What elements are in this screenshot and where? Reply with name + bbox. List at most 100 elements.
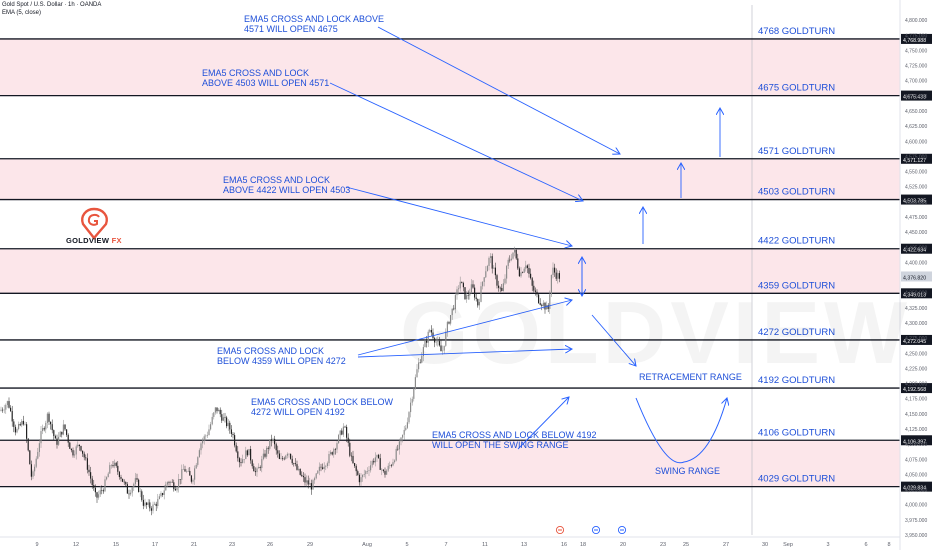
candle-body (16, 429, 18, 433)
candle-body (101, 490, 103, 491)
candle-body (286, 453, 288, 456)
candle-body (166, 482, 168, 485)
candle-body (22, 420, 24, 425)
candle-body (122, 478, 124, 482)
candle-body (541, 304, 543, 306)
candle-body (93, 484, 95, 488)
candle-body (403, 429, 405, 435)
candle-body (251, 460, 253, 467)
candle-body (104, 479, 106, 492)
candle-body (238, 458, 240, 463)
candle-body (173, 482, 175, 490)
candle-body (381, 469, 383, 471)
x-tick-label: 29 (307, 542, 313, 548)
candle-body (214, 407, 216, 413)
candle-body (56, 438, 58, 445)
candle-body (141, 491, 143, 500)
swing-range-curve (635, 398, 727, 464)
candle-body (389, 465, 391, 466)
candle-body (474, 287, 476, 298)
candle-body (515, 249, 517, 259)
y-tick-label: 4,325.000 (905, 306, 927, 312)
candle-body (162, 493, 164, 495)
candle-body (99, 490, 101, 495)
candle-body (438, 341, 440, 346)
candle-body (411, 398, 413, 403)
candle-body (462, 283, 464, 288)
candle-body (390, 465, 392, 466)
candle-body (426, 340, 428, 343)
candle-body (542, 302, 544, 306)
x-tick-label: 12 (73, 542, 79, 548)
candle-body (110, 465, 112, 466)
candle-body (445, 331, 447, 346)
candle-body (314, 478, 316, 481)
x-tick-label: 15 (113, 542, 119, 548)
candle-body (259, 467, 261, 469)
candle-body (376, 454, 378, 458)
candle-body (182, 469, 184, 470)
candle-body (186, 471, 188, 472)
candle-body (240, 462, 242, 464)
candle-body (478, 301, 480, 306)
candle-body (3, 409, 5, 411)
candle-body (453, 308, 455, 310)
candle-body (302, 475, 304, 478)
y-tick-label: 4,750.000 (905, 48, 927, 54)
price-tag-text-4: 4,422.634 (903, 248, 926, 254)
y-tick-label: 3,975.000 (905, 518, 927, 524)
x-tick-label: 11 (482, 542, 488, 548)
y-tick-label: 4,000.000 (905, 503, 927, 509)
candle-body (246, 450, 248, 456)
annotation-5-line-1: WILL OPEN THE SWING RANGE (432, 440, 569, 450)
candle-body (35, 458, 37, 467)
candle-body (459, 281, 461, 289)
candle-body (144, 502, 146, 506)
candle-body (224, 417, 226, 418)
candle-body (272, 438, 274, 442)
candle-body (248, 449, 250, 456)
y-tick-label: 4,600.000 (905, 139, 927, 145)
candle-body (363, 474, 365, 475)
candle-body (45, 422, 47, 430)
y-tick-label: 4,250.000 (905, 351, 927, 357)
candle-body (539, 302, 541, 305)
candle-body (557, 273, 559, 279)
x-tick-label: 23 (660, 542, 666, 548)
candle-body (374, 457, 376, 463)
annotation-2-line-0: EMA5 CROSS AND LOCK (223, 175, 330, 185)
candle-body (451, 308, 453, 316)
candle-body (502, 283, 504, 291)
candle-body (211, 416, 213, 425)
candle-body (85, 457, 87, 459)
band-2 (0, 248, 900, 294)
arrow-ann-3 (345, 186, 572, 246)
candle-body (307, 480, 309, 485)
candle-body (373, 460, 375, 463)
y-tick-label: 4,425.000 (905, 245, 927, 251)
candle-body (213, 412, 215, 417)
price-tag-bg-9 (901, 481, 932, 492)
candle-body (334, 449, 336, 450)
x-tick-label: Sep (783, 542, 793, 548)
candle-body (38, 443, 40, 452)
candle-body (245, 450, 247, 460)
candle-body (347, 437, 349, 443)
candle-body (304, 477, 306, 483)
candle-body (491, 256, 493, 269)
candle-body (10, 407, 12, 412)
candle-body (58, 436, 60, 445)
candle-body (395, 448, 397, 461)
candle-body (379, 458, 381, 470)
x-tick-label: 17 (152, 542, 158, 548)
candle-body (501, 287, 503, 291)
current-price-tag-bg (901, 271, 932, 282)
candle-body (547, 305, 549, 309)
level-label-9: 4029 GOLDTURN (758, 474, 835, 485)
x-tick-label: 13 (521, 542, 527, 548)
y-tick-label: 4,475.000 (905, 215, 927, 221)
candle-body (83, 453, 85, 458)
y-tick-label: 4,100.000 (905, 442, 927, 448)
candle-body (30, 464, 32, 477)
